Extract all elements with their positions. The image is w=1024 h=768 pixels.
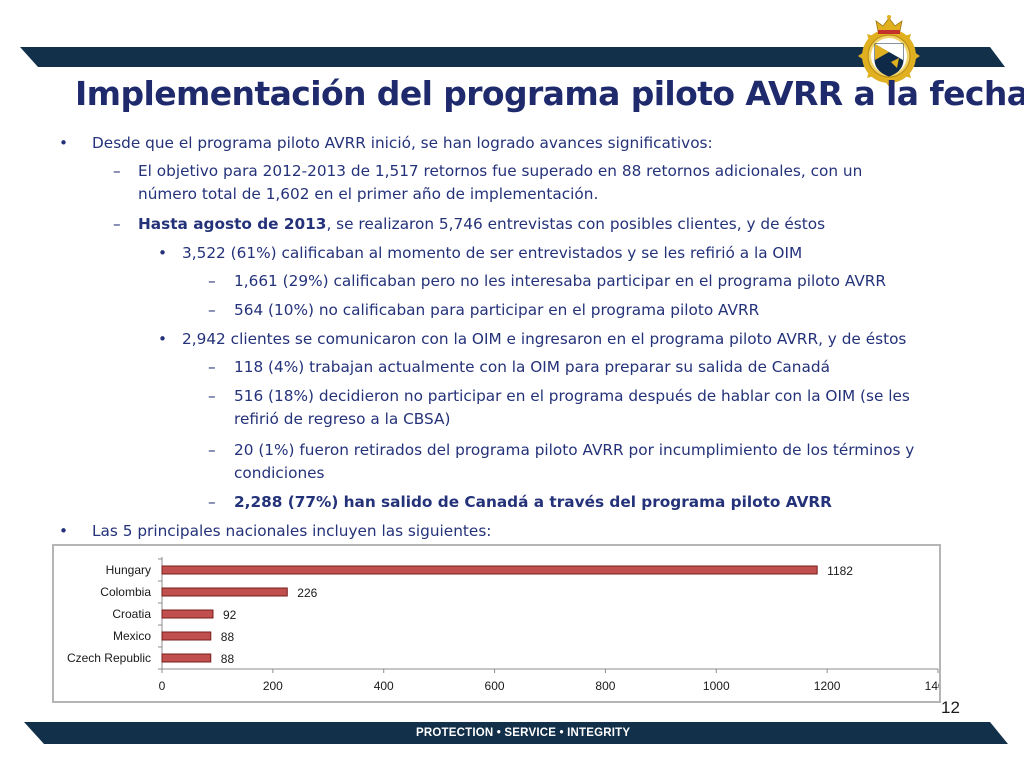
bullet-text: Hasta agosto de 2013, se realizaron 5,74… (138, 213, 825, 235)
bullet-text: 118 (4%) trabajan actualmente con la OIM… (234, 358, 830, 376)
bar-chart: 0 200 400 600 800 1000 1200 1400 Hungary 1182 Colo… (67, 557, 952, 693)
bar (161, 587, 288, 597)
category-label: Colombia (100, 585, 151, 599)
chart-frame: 0 200 400 600 800 1000 1200 1400 Hungary 1182 Colo… (52, 544, 952, 703)
data-label: 1182 (827, 564, 853, 578)
bullet-text: El objetivo para 2012-2013 de 1,517 reto… (138, 162, 863, 180)
bullet-text-bold: 2,288 (77%) han salido de Canadá a travé… (234, 493, 832, 511)
bullet-text: 1,661 (29%) calificaban pero no les inte… (234, 272, 887, 290)
category-label: Hungary (106, 563, 151, 577)
x-tick-label: 1000 (703, 679, 730, 693)
sub-bullet-marker: – (113, 162, 121, 180)
data-label: 88 (221, 652, 235, 666)
bullet-marker: • (59, 522, 69, 540)
bullet-text: Las 5 principales nacionales incluyen la… (92, 522, 492, 540)
footer-motto: PROTECTION • SERVICE • INTEGRITY (416, 727, 631, 739)
sub-bullet-marker: – (113, 215, 121, 233)
bar (161, 565, 818, 575)
sub-bullet-marker: – (208, 441, 216, 459)
sub-bullet-marker: – (208, 358, 216, 376)
bullet-marker: • (59, 134, 69, 152)
bullet-rest-text: , se realizaron 5,746 entrevistas con po… (326, 215, 826, 233)
footer-band (24, 722, 1008, 744)
bullet-text: 516 (18%) decidieron no participar en el… (234, 387, 910, 405)
sub-bullet-marker: – (208, 272, 216, 290)
header-band (20, 47, 1005, 67)
x-tick-label: 600 (485, 679, 505, 693)
data-label: 88 (221, 630, 235, 644)
bullet-bold-text: Hasta agosto de 2013 (138, 215, 327, 233)
sub-bullet-marker: – (208, 387, 216, 405)
bullet-text: 3,522 (61%) calificaban al momento de se… (182, 244, 803, 262)
bullet-marker: • (158, 330, 168, 348)
sub-bullet-marker: – (208, 301, 216, 319)
bullet-text: 20 (1%) fueron retirados del programa pi… (234, 441, 915, 459)
bullet-text: 564 (10%) no calificaban para participar… (234, 301, 760, 319)
x-tick-label: 0 (159, 679, 166, 693)
sub-bullet-marker: – (208, 493, 216, 511)
category-label: Mexico (113, 629, 151, 643)
x-tick-label: 400 (374, 679, 394, 693)
bullet-marker: • (158, 244, 168, 262)
data-label: 92 (223, 608, 237, 622)
bullet-text-continued: refirió de regreso a la CBSA) (234, 410, 451, 428)
bar (161, 631, 212, 641)
slide-title: Implementación del programa piloto AVRR … (75, 74, 1024, 113)
category-label: Croatia (112, 607, 151, 621)
bar (161, 609, 214, 619)
bullet-text-continued: condiciones (234, 464, 325, 482)
x-tick-label: 1200 (814, 679, 841, 693)
category-label: Czech Republic (67, 651, 151, 665)
bar (161, 653, 212, 663)
crest-icon (858, 15, 920, 86)
x-tick-label: 200 (263, 679, 283, 693)
bullet-text: Desde que el programa piloto AVRR inició… (92, 134, 713, 152)
bullet-text: 2,942 clientes se comunicaron con la OIM… (182, 330, 907, 348)
x-tick-label: 1400 (925, 679, 939, 693)
bullet-text-continued: número total de 1,602 en el primer año d… (138, 185, 599, 203)
page-number: 12 (941, 698, 960, 717)
x-tick-label: 800 (595, 679, 615, 693)
data-label: 226 (297, 586, 317, 600)
